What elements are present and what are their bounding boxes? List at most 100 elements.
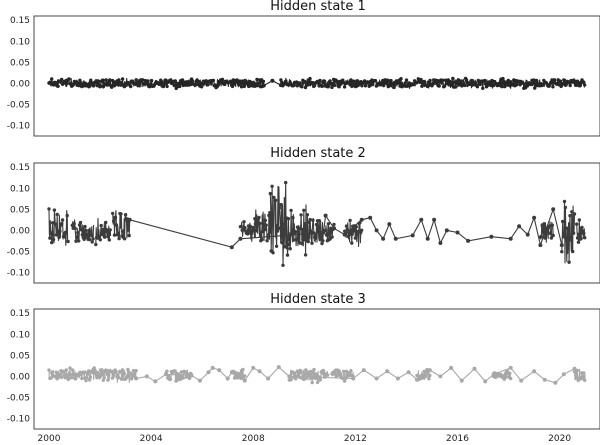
- data-point: [257, 81, 261, 85]
- data-point: [77, 239, 81, 243]
- data-point: [178, 84, 182, 89]
- data-point: [57, 235, 61, 239]
- plot-area: [47, 180, 587, 267]
- data-point: [551, 85, 555, 89]
- data-point: [561, 372, 566, 377]
- data-point: [374, 228, 379, 233]
- data-point: [583, 83, 587, 87]
- data-point: [324, 233, 329, 237]
- data-point: [581, 375, 585, 379]
- y-axis-ticks: 0.15 0.10 0.05 0.00 -0.05 -0.10: [7, 16, 31, 131]
- data-point: [560, 250, 564, 254]
- data-point: [229, 79, 233, 83]
- data-point: [179, 370, 184, 374]
- data-point: [306, 239, 310, 244]
- data-point: [78, 220, 83, 225]
- y-tick-label: 0.00: [10, 226, 30, 236]
- data-point: [404, 78, 409, 82]
- y-tick-label: 0.05: [10, 205, 30, 215]
- data-point: [134, 376, 139, 381]
- data-point: [575, 236, 580, 240]
- data-point: [60, 218, 65, 222]
- data-point: [538, 243, 543, 248]
- data-point: [103, 235, 107, 239]
- data-point: [360, 84, 364, 88]
- data-point: [553, 78, 557, 82]
- data-point: [501, 374, 506, 379]
- data-point: [100, 371, 105, 375]
- data-point: [255, 223, 259, 228]
- data-point: [438, 241, 443, 245]
- data-point: [149, 78, 154, 83]
- data-point: [162, 82, 167, 86]
- series-markers: [304, 213, 325, 246]
- data-point: [549, 236, 554, 240]
- x-tick-label: 2020: [548, 434, 571, 444]
- data-point: [438, 374, 443, 379]
- data-point: [113, 215, 118, 220]
- data-point: [330, 235, 334, 239]
- data-point: [351, 376, 356, 381]
- series-markers: [330, 368, 355, 383]
- data-point: [69, 373, 73, 377]
- series-markers: [111, 211, 131, 241]
- data-point: [60, 221, 64, 226]
- data-point: [349, 369, 353, 373]
- data-point: [98, 238, 103, 242]
- data-point: [312, 83, 317, 88]
- axes-frame: [33, 162, 600, 284]
- data-point: [68, 366, 72, 370]
- data-point: [108, 78, 112, 82]
- data-point: [114, 223, 119, 227]
- data-point: [481, 86, 485, 91]
- data-point: [165, 369, 169, 373]
- data-point: [126, 228, 130, 232]
- data-point: [184, 370, 188, 374]
- y-tick-label: 0.05: [10, 351, 30, 361]
- data-point: [94, 242, 98, 247]
- x-tick-label: 2012: [344, 434, 367, 444]
- y-tick-label: -0.05: [7, 247, 30, 257]
- data-point: [47, 207, 51, 211]
- series-dense-segment: [288, 204, 308, 256]
- data-point: [553, 380, 558, 385]
- data-point: [110, 78, 115, 83]
- data-point: [443, 84, 447, 88]
- data-point: [100, 78, 105, 82]
- data-point: [447, 83, 451, 87]
- data-point: [241, 81, 246, 86]
- data-point: [420, 84, 424, 88]
- data-point: [293, 371, 297, 375]
- data-point: [64, 230, 69, 234]
- data-point: [339, 82, 343, 86]
- series-dense-segment: [269, 182, 290, 266]
- data-point: [318, 78, 322, 83]
- data-point: [101, 378, 106, 382]
- data-point: [265, 239, 269, 243]
- data-point: [125, 375, 129, 379]
- data-point: [281, 263, 285, 267]
- data-point: [583, 378, 587, 382]
- data-point: [295, 225, 300, 229]
- data-point: [476, 78, 480, 83]
- data-point: [543, 236, 547, 240]
- data-point: [399, 77, 403, 81]
- axes-frame: [33, 308, 600, 430]
- data-point: [305, 213, 310, 217]
- x-tick-label: 2000: [38, 434, 61, 444]
- data-point: [53, 222, 57, 226]
- series-dense-segment: [305, 214, 324, 245]
- y-tick-label: 0.15: [10, 309, 30, 319]
- data-point: [60, 375, 64, 379]
- data-point: [582, 80, 586, 84]
- data-point: [352, 79, 356, 84]
- panel-title: Hidden state 3: [270, 292, 366, 307]
- data-point: [320, 84, 324, 89]
- data-point: [51, 237, 56, 242]
- data-point: [286, 217, 291, 221]
- data-point: [136, 83, 140, 88]
- data-point: [317, 219, 321, 223]
- data-point: [575, 368, 579, 373]
- panel-hidden-state-1: Hidden state 1 0.15 0.10 0.05 0.00 -0.05 -0.1…: [7, 0, 600, 137]
